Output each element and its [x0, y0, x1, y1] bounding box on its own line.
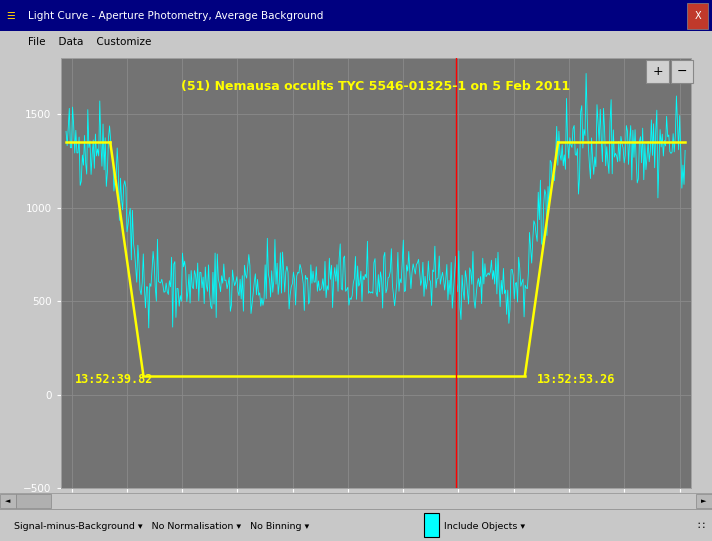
- Text: ∷: ∷: [698, 522, 705, 531]
- Text: ◄: ◄: [5, 498, 11, 504]
- Text: −: −: [677, 65, 687, 78]
- Bar: [687, 3, 708, 29]
- Text: 13:52:53.26: 13:52:53.26: [537, 373, 615, 386]
- Text: ☰: ☰: [6, 11, 15, 21]
- Text: (51) Nemausa occults TYC 5546-01325-1 on 5 Feb 2011: (51) Nemausa occults TYC 5546-01325-1 on…: [181, 80, 570, 93]
- Bar: [0, 31, 712, 53]
- Bar: [424, 513, 439, 537]
- Text: 13:52:39.82: 13:52:39.82: [75, 373, 153, 386]
- Bar: [0, 494, 16, 508]
- Bar: [696, 494, 712, 508]
- Text: +: +: [653, 65, 663, 78]
- Bar: [671, 60, 693, 83]
- Bar: [0, 0, 712, 31]
- Bar: [0, 509, 712, 541]
- Bar: [16, 494, 51, 508]
- Text: Light Curve - Aperture Photometry, Average Background: Light Curve - Aperture Photometry, Avera…: [28, 11, 324, 21]
- Text: ►: ►: [701, 498, 707, 504]
- Text: X: X: [694, 11, 701, 21]
- Text: Include Objects ▾: Include Objects ▾: [444, 522, 525, 531]
- Bar: [646, 60, 669, 83]
- Text: Signal-minus-Background ▾   No Normalisation ▾   No Binning ▾: Signal-minus-Background ▾ No Normalisati…: [14, 522, 310, 531]
- Text: File    Data    Customize: File Data Customize: [28, 37, 152, 47]
- Bar: [0, 493, 712, 509]
